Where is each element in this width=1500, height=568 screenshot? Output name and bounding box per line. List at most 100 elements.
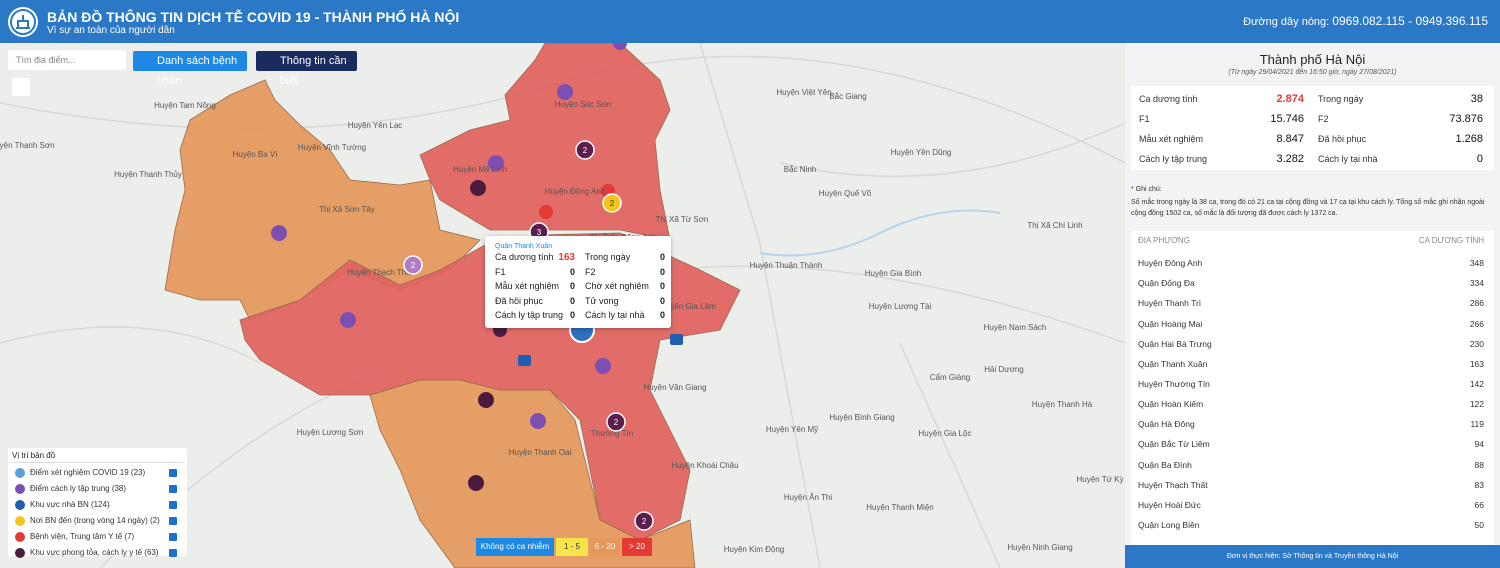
table-row[interactable]: Quận Hoàng Mai 266	[1131, 314, 1494, 334]
popup-value: 0	[569, 295, 575, 306]
district-cases: 230	[1469, 338, 1484, 349]
title: BẢN ĐỒ THÔNG TIN DỊCH TỄ COVID 19 - THÀN…	[47, 9, 460, 25]
place-label: Huyện Thạch Thất	[347, 268, 413, 277]
district-name: Quận Đống Đa	[1138, 278, 1195, 289]
legend-title: Vị trí bản đồ	[12, 451, 183, 463]
header-cell: ĐỊA PHƯƠNG	[1138, 236, 1190, 245]
table-row[interactable]: Huyện Thạch Thất 83	[1131, 475, 1494, 495]
popup-value: 0	[569, 310, 575, 320]
place-label: Thị Xã Sơn Tây	[319, 205, 375, 214]
place-label: Bắc Ninh	[784, 165, 816, 174]
district-cases: 119	[1470, 419, 1484, 430]
summary-panel: Thành phố Hà Nội (Từ ngày 29/04/2021 đến…	[1125, 43, 1500, 568]
popup-title: Quận Thanh Xuân	[495, 243, 553, 250]
table-row[interactable]: Quận Thanh Xuân 163	[1131, 354, 1494, 374]
place-label: Huyện Thanh Thủy	[114, 170, 182, 179]
legend-checkbox[interactable]	[169, 533, 177, 541]
place-label: Hải Dương	[984, 365, 1024, 374]
legend-checkbox[interactable]	[169, 517, 177, 525]
patient-list-button[interactable]: Danh sách bệnh nhân	[133, 51, 247, 87]
table-row[interactable]: Quận Ba Đình 88	[1131, 455, 1494, 475]
place-label: Huyện Thuận Thành	[750, 261, 823, 270]
popup-label: Đã hồi phục	[495, 295, 544, 306]
stat-row: Mẫu xét nghiệm 8.847	[1139, 129, 1304, 149]
popup-row: Mẫu xét nghiệm 0	[495, 281, 575, 296]
table-row[interactable]: Huyện Thanh Trì 286	[1131, 293, 1494, 313]
legend-checkbox[interactable]	[169, 549, 177, 557]
district-name: Huyện Thạch Thất	[1138, 479, 1208, 490]
place-label: Huyện Ninh Giang	[1007, 543, 1072, 552]
popup-label: F1	[495, 266, 506, 277]
popup-row: Trong ngày 0	[585, 252, 665, 267]
stat-value: 38	[1470, 93, 1483, 105]
place-label: Thị Xã Chí Linh	[1027, 221, 1082, 230]
place-label: Huyện Gia Lộc	[919, 429, 972, 438]
place-label: Huyện Bình Giang	[829, 413, 894, 422]
table-row[interactable]: Quận Đống Đa 334	[1131, 273, 1494, 293]
note-title: * Ghi chú:	[1131, 186, 1162, 193]
district-cases: 50	[1474, 519, 1484, 530]
popup: Quận Thanh Xuân Ca dương tính 163 Trong ng…	[485, 236, 671, 328]
place-label: Huyện Sóc Sơn	[555, 100, 611, 109]
place-label: Huyện Yên Mỹ	[766, 425, 818, 434]
legend-item: Bệnh viện, Trung tâm Y tế (7)	[12, 529, 183, 545]
footer: Đơn vị thực hiện: Sở Thông tin và Truyền…	[1125, 545, 1500, 568]
hotline-number: 0969.082.115 - 0949.396.115	[1332, 14, 1488, 28]
table-row[interactable]: Quận Long Biên 50	[1131, 515, 1494, 535]
cluster-count: 2	[642, 517, 647, 526]
place-label: Huyện Nam Sách	[984, 323, 1047, 332]
legend-item: Khu vực phong tỏa, cách ly y tế (63)	[12, 545, 183, 561]
stat-label: F1	[1139, 114, 1150, 124]
popup-label: Ca dương tính	[495, 252, 554, 262]
legend-checkbox[interactable]	[169, 485, 177, 493]
cluster-marker	[403, 255, 423, 275]
stat-row: Cách ly tập trung 3.282	[1139, 149, 1304, 169]
case-legend-item: 6 - 20	[590, 538, 620, 556]
cluster-count: 2	[411, 261, 416, 270]
table-row[interactable]: Quận Hà Đông 119	[1131, 414, 1494, 434]
table-row[interactable]: Quận Hai Bà Trưng 230	[1131, 334, 1494, 354]
popup-value: 163	[558, 252, 575, 263]
search-box[interactable]: Tìm địa điểm...	[8, 50, 126, 70]
district-cases: 286	[1469, 298, 1484, 309]
popup-row: Cách ly tại nhà 0	[585, 310, 665, 325]
legend-checkbox[interactable]	[169, 501, 177, 509]
table-row[interactable]: Huyện Thường Tín 142	[1131, 374, 1494, 394]
place-label: Huyện Thanh Hà	[1032, 400, 1093, 409]
district-name: Quận Hà Đông	[1138, 419, 1195, 430]
district-cases: 266	[1469, 318, 1484, 329]
place-label: Huyện Tứ Kỳ	[1076, 475, 1123, 484]
table-row[interactable]: Quận Bắc Từ Liêm 94	[1131, 434, 1494, 454]
cluster-count: 2	[583, 146, 588, 155]
popup-label: F2	[585, 266, 596, 277]
subtitle: Vì sự an toàn của người dân	[47, 25, 175, 36]
district-cases: 348	[1469, 258, 1484, 269]
district-name: Quận Ba Đình	[1138, 459, 1192, 470]
table-row[interactable]: Quận Hoàn Kiếm 122	[1131, 394, 1494, 414]
table-row[interactable]: Huyện Hoài Đức 66	[1131, 495, 1494, 515]
table-row[interactable]: Huyện Đông Anh 348	[1131, 253, 1494, 273]
legend-checkbox[interactable]	[169, 469, 177, 477]
popup-label: Cách ly tại nhà	[585, 310, 645, 320]
legend-text: Điểm xét nghiệm COVID 19 (23)	[30, 468, 146, 477]
district-cases: 142	[1469, 378, 1484, 389]
district-cases: 66	[1474, 499, 1484, 510]
place-label: Huyện Gia Lâm	[660, 302, 716, 311]
place-label: Bắc Giang	[829, 92, 866, 101]
legend-icon	[15, 468, 25, 478]
legend-icon	[15, 532, 25, 542]
place-label: Huyện Khoái Châu	[671, 461, 738, 470]
layers-button[interactable]	[12, 78, 30, 96]
district-name: Quận Bắc Từ Liêm	[1138, 439, 1210, 450]
place-label: Huyện Thanh Oai	[509, 448, 572, 457]
legend-text: Điểm cách ly tập trung (38)	[30, 484, 127, 493]
popup-value: 0	[659, 281, 665, 291]
hotline: Đường dây nóng: 0969.082.115 - 0949.396.…	[1243, 14, 1488, 28]
district-name: Huyện Thường Tín	[1138, 378, 1210, 389]
popup-row: Ca dương tính 163	[495, 252, 575, 267]
hotline-label: Đường dây nóng:	[1243, 16, 1330, 28]
popup-label: Tử vong	[585, 295, 619, 306]
info-button[interactable]: Thông tin cần biết	[256, 51, 357, 87]
